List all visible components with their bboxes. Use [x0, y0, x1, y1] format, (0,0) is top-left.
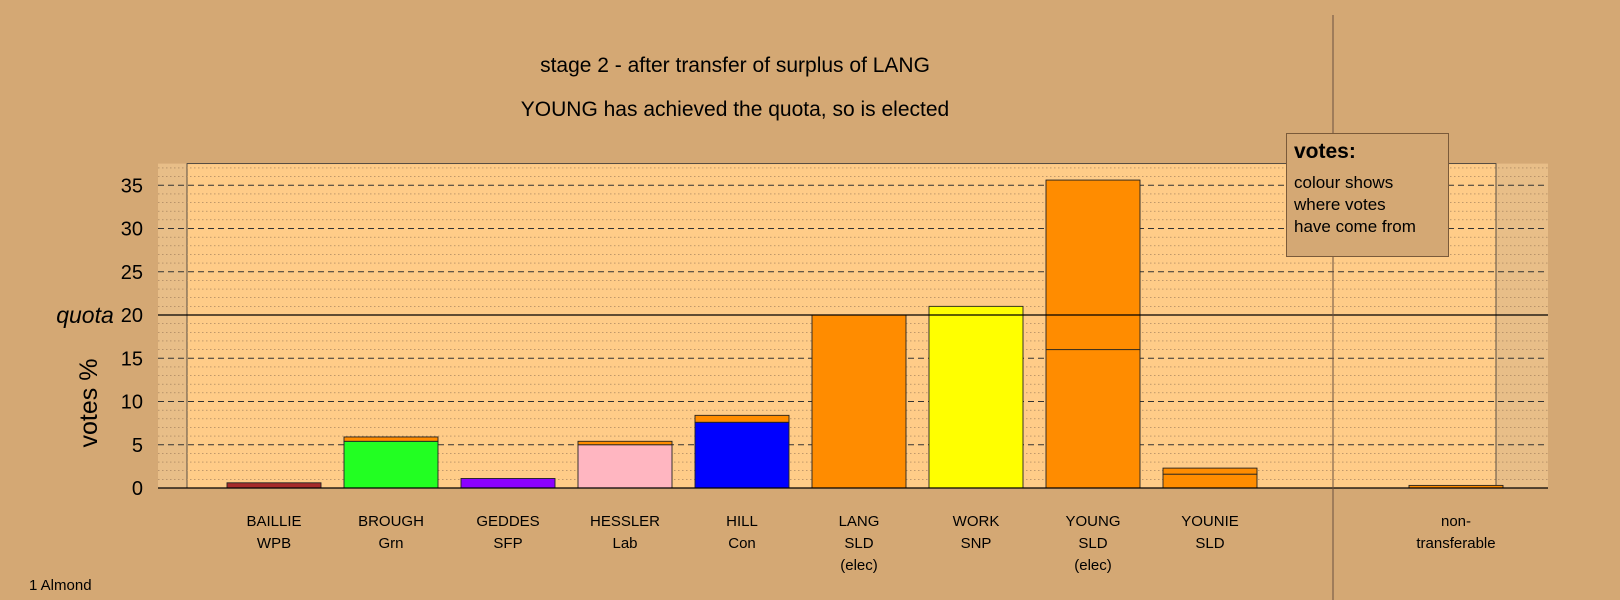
candidate-party-label: Con: [728, 535, 756, 552]
bar-segment-geddes: [460, 478, 556, 489]
y-tick-label: 20: [121, 305, 143, 327]
candidate-party-label: WPB: [257, 535, 291, 552]
candidate-note-label: (elec): [1074, 557, 1112, 574]
candidate-name-label: BAILLIE: [246, 513, 301, 530]
y-tick-label: 5: [132, 435, 143, 457]
candidate-name-label: WORK: [953, 513, 1000, 530]
candidate-name-label: YOUNIE: [1181, 513, 1239, 530]
legend-box: votes: colour shows where votes have com…: [1286, 133, 1449, 257]
bar-segment-brough: [343, 436, 439, 442]
y-tick-label: 30: [121, 219, 143, 241]
candidate-name-label: HESSLER: [590, 513, 660, 530]
candidate-party-label: transferable: [1416, 535, 1495, 552]
legend-title: votes:: [1294, 140, 1356, 163]
candidate-party-label: SLD: [1195, 535, 1224, 552]
candidate-party-label: Grn: [378, 535, 403, 552]
bar-segment-hessler: [577, 440, 673, 446]
candidate-name-label: LANG: [839, 513, 880, 530]
candidate-party-label: SFP: [493, 535, 522, 552]
y-axis-label: votes %: [75, 359, 103, 448]
legend-line: where votes: [1294, 195, 1386, 214]
bar-segment-brough: [343, 440, 439, 489]
candidate-name-label: HILL: [726, 513, 758, 530]
y-tick-label: 15: [121, 348, 143, 370]
chart-title: stage 2 - after transfer of surplus of L…: [540, 54, 930, 77]
candidate-name-label: GEDDES: [476, 513, 539, 530]
bar-segment-work: [928, 305, 1024, 489]
candidate-note-label: (elec): [840, 557, 878, 574]
quota-label: quota: [56, 302, 114, 328]
bar-segment-young: [1045, 349, 1141, 489]
bar-segment-lang: [811, 314, 907, 489]
bar-segment-younie: [1162, 473, 1258, 489]
y-tick-label: 25: [121, 262, 143, 284]
candidate-party-label: SNP: [961, 535, 992, 552]
candidate-party-label: SLD: [844, 535, 873, 552]
bar-segment-young: [1045, 179, 1141, 351]
y-tick-label: 10: [121, 392, 143, 414]
candidate-name-label: BROUGH: [358, 513, 424, 530]
candidate-party-label: SLD: [1078, 535, 1107, 552]
y-tick-label: 0: [132, 478, 143, 500]
bar-segment-hill: [694, 421, 790, 489]
candidate-name-label: YOUNG: [1065, 513, 1120, 530]
chart-subtitle: YOUNG has achieved the quota, so is elec…: [520, 98, 950, 121]
candidate-party-label: Lab: [612, 535, 637, 552]
candidate-name-label: non-: [1441, 513, 1471, 530]
y-tick-label: 35: [121, 175, 143, 197]
bar-segment-hessler: [577, 444, 673, 489]
bar-segment-younie: [1162, 467, 1258, 475]
legend-line: colour shows: [1294, 173, 1394, 192]
legend-line: have come from: [1294, 217, 1416, 236]
bar-segment-hill: [694, 414, 790, 423]
bar-segment-baillie: [226, 482, 322, 489]
footnote: 1 Almond: [29, 577, 92, 594]
